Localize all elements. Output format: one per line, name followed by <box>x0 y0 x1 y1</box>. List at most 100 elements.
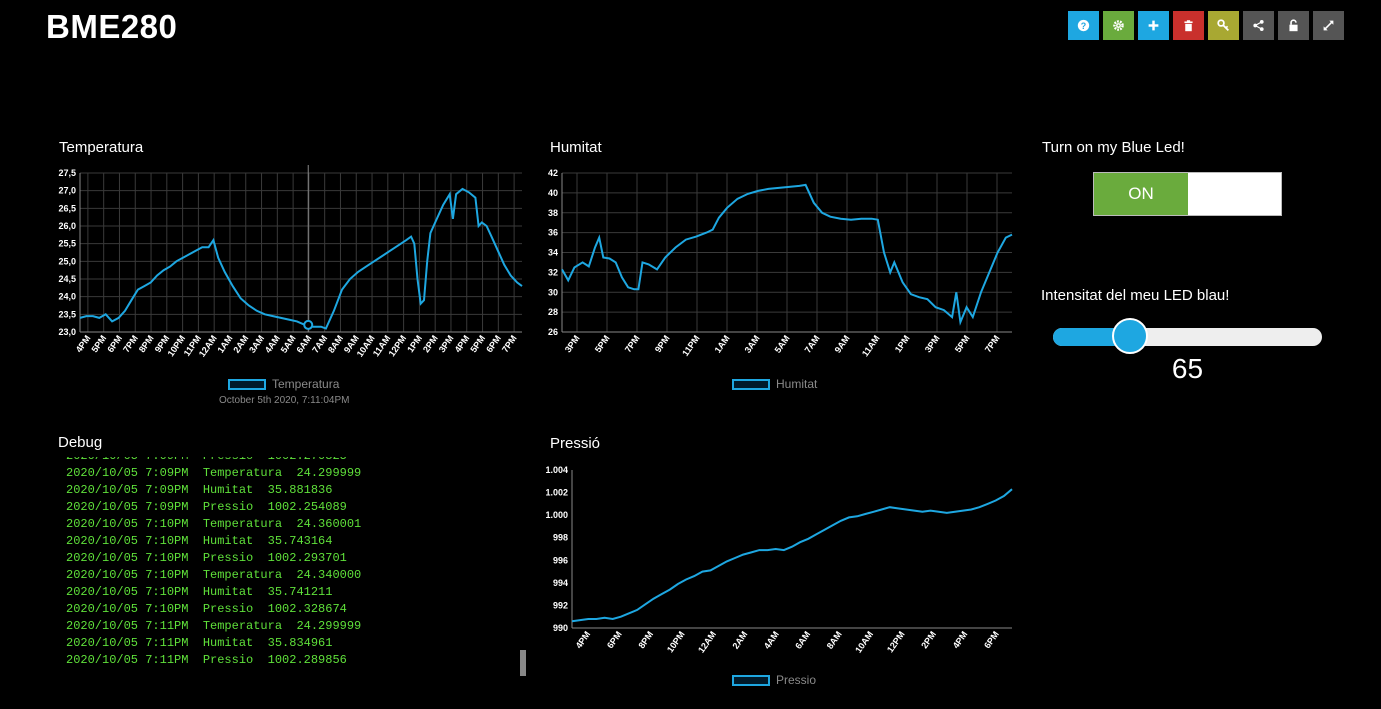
help-button[interactable]: ? <box>1068 11 1099 40</box>
x-tick-label: 7PM <box>500 333 519 354</box>
y-tick-label: 26,0 <box>58 221 76 231</box>
humidity-legend[interactable]: Humitat <box>732 377 817 391</box>
expand-icon <box>1322 19 1335 32</box>
y-tick-label: 27,0 <box>58 186 76 196</box>
settings-button[interactable] <box>1103 11 1134 40</box>
y-tick-label: 994 <box>553 578 568 588</box>
fullscreen-button[interactable] <box>1313 11 1344 40</box>
y-tick-label: 996 <box>553 555 568 565</box>
humidity-chart[interactable]: 26 28 30 32 34 36 38 40 42 3PM 5PM 7PM 9PM 11PM 1AM 3AM… <box>530 160 1020 375</box>
led-toggle-switch[interactable]: ON <box>1093 172 1282 216</box>
temperature-chart[interactable]: 23,0 23,5 24,0 24,5 25,0 25,5 26,0 26,5 27,0 27,5… <box>40 160 530 375</box>
y-tick-label: 34 <box>548 248 558 258</box>
x-tick-label: 9PM <box>653 333 672 354</box>
lock-button[interactable] <box>1278 11 1309 40</box>
debug-line: 2020/10/05 7:10PM Temperatura 24.340000 <box>66 568 362 582</box>
x-tick-label: 8PM <box>636 629 655 650</box>
y-tick-label: 990 <box>553 623 568 633</box>
slider-value: 65 <box>1171 353 1204 384</box>
series-line <box>571 488 1013 623</box>
series-line <box>561 183 1013 326</box>
pressure-title: Pressió <box>550 435 601 452</box>
x-tick-label: 7AM <box>310 333 329 354</box>
debug-line: 2020/10/05 7:11PM Temperatura 24.299999 <box>66 619 362 633</box>
switch-on-label: ON <box>1094 173 1188 215</box>
x-tick-label: 5AM <box>773 333 792 354</box>
x-tick-label: 1PM <box>405 333 424 354</box>
x-tick-label: 4AM <box>263 333 282 354</box>
debug-log[interactable]: 2020/10/05 7:09PM Pressio 1002.270325 202… <box>66 457 516 677</box>
x-tick-label: 11PM <box>680 333 701 358</box>
slider-fill <box>1053 328 1131 346</box>
debug-line: 2020/10/05 7:10PM Pressio 1002.293701 <box>66 551 347 565</box>
y-tick-label: 1.002 <box>545 488 568 498</box>
add-button[interactable] <box>1138 11 1169 40</box>
y-tick-label: 1.004 <box>545 465 568 475</box>
x-tick-label: 8PM <box>137 333 156 354</box>
x-tick-label: 4PM <box>74 333 93 354</box>
y-tick-label: 25,0 <box>58 256 76 266</box>
y-tick-label: 32 <box>548 267 558 277</box>
x-tick-label: 8AM <box>825 629 844 650</box>
y-tick-label: 40 <box>548 188 558 198</box>
gear-icon <box>1112 19 1125 32</box>
slider-track[interactable] <box>1053 328 1322 346</box>
y-tick-label: 998 <box>553 533 568 543</box>
legend-swatch <box>732 674 770 686</box>
x-tick-label: 3PM <box>437 333 456 354</box>
y-tick-label: 25,5 <box>58 239 76 249</box>
page-title: BME280 <box>46 8 178 45</box>
y-tick-label: 24,0 <box>58 292 76 302</box>
x-tick-label: 10AM <box>853 629 875 654</box>
x-tick-label: 4PM <box>453 333 472 354</box>
x-tick-label: 5PM <box>90 333 109 354</box>
legend-swatch <box>228 378 266 390</box>
x-tick-label: 2PM <box>421 333 440 354</box>
x-tick-label: 3PM <box>563 333 582 354</box>
y-tick-label: 992 <box>553 600 568 610</box>
led-intensity-slider[interactable] <box>1053 318 1322 354</box>
x-tick-label: 4PM <box>951 629 970 650</box>
y-tick-label: 42 <box>548 168 558 178</box>
x-tick-label: 2PM <box>919 629 938 650</box>
pressure-legend[interactable]: Pressio <box>732 673 816 687</box>
y-tick-label: 27,5 <box>58 168 76 178</box>
y-tick-label: 24,5 <box>58 274 76 284</box>
x-tick-label: 3AM <box>247 333 266 354</box>
humidity-title: Humitat <box>550 139 602 156</box>
svg-text:?: ? <box>1081 21 1086 31</box>
temperature-legend[interactable]: Temperatura <box>228 377 339 391</box>
x-tick-label: 1AM <box>216 333 235 354</box>
x-tick-label: 3PM <box>923 333 942 354</box>
share-icon <box>1252 19 1265 32</box>
x-tick-label: 12PM <box>885 629 907 654</box>
pressure-chart[interactable]: 990 992 994 996 998 1.000 1.002 1.004 4PM 6PM 8PM 1… <box>530 455 1020 670</box>
x-tick-label: 6PM <box>484 333 503 354</box>
x-tick-label: 3AM <box>743 333 762 354</box>
legend-label: Pressio <box>776 673 817 687</box>
delete-button[interactable] <box>1173 11 1204 40</box>
x-tick-label: 4PM <box>574 629 593 650</box>
debug-scrollbar[interactable] <box>520 650 526 676</box>
legend-label: Humitat <box>776 377 818 391</box>
y-tick-label: 23,0 <box>58 327 76 337</box>
x-tick-label: 6PM <box>605 629 624 650</box>
debug-line: 2020/10/05 7:10PM Pressio 1002.328674 <box>66 602 347 616</box>
debug-line: 2020/10/05 7:09PM Pressio 1002.270325 <box>66 457 516 465</box>
debug-line: 2020/10/05 7:09PM Humitat 35.881836 <box>66 483 333 497</box>
y-tick-label: 23,5 <box>58 309 76 319</box>
share-button[interactable] <box>1243 11 1274 40</box>
debug-line: 2020/10/05 7:10PM Humitat 35.741211 <box>66 585 333 599</box>
slider-thumb[interactable] <box>1112 318 1149 354</box>
y-tick-label: 26 <box>548 327 558 337</box>
debug-line: 2020/10/05 7:09PM Pressio 1002.254089 <box>66 500 347 514</box>
x-tick-label: 7PM <box>983 333 1002 354</box>
trash-icon <box>1182 19 1195 32</box>
x-tick-label: 6AM <box>294 333 313 354</box>
x-tick-label: 11AM <box>860 333 882 358</box>
debug-line: 2020/10/05 7:10PM Temperatura 24.360001 <box>66 517 362 531</box>
question-icon: ? <box>1077 19 1090 32</box>
debug-line: 2020/10/05 7:10PM Humitat 35.743164 <box>66 534 333 548</box>
key-button[interactable] <box>1208 11 1239 40</box>
x-tick-label: 12AM <box>696 629 718 654</box>
